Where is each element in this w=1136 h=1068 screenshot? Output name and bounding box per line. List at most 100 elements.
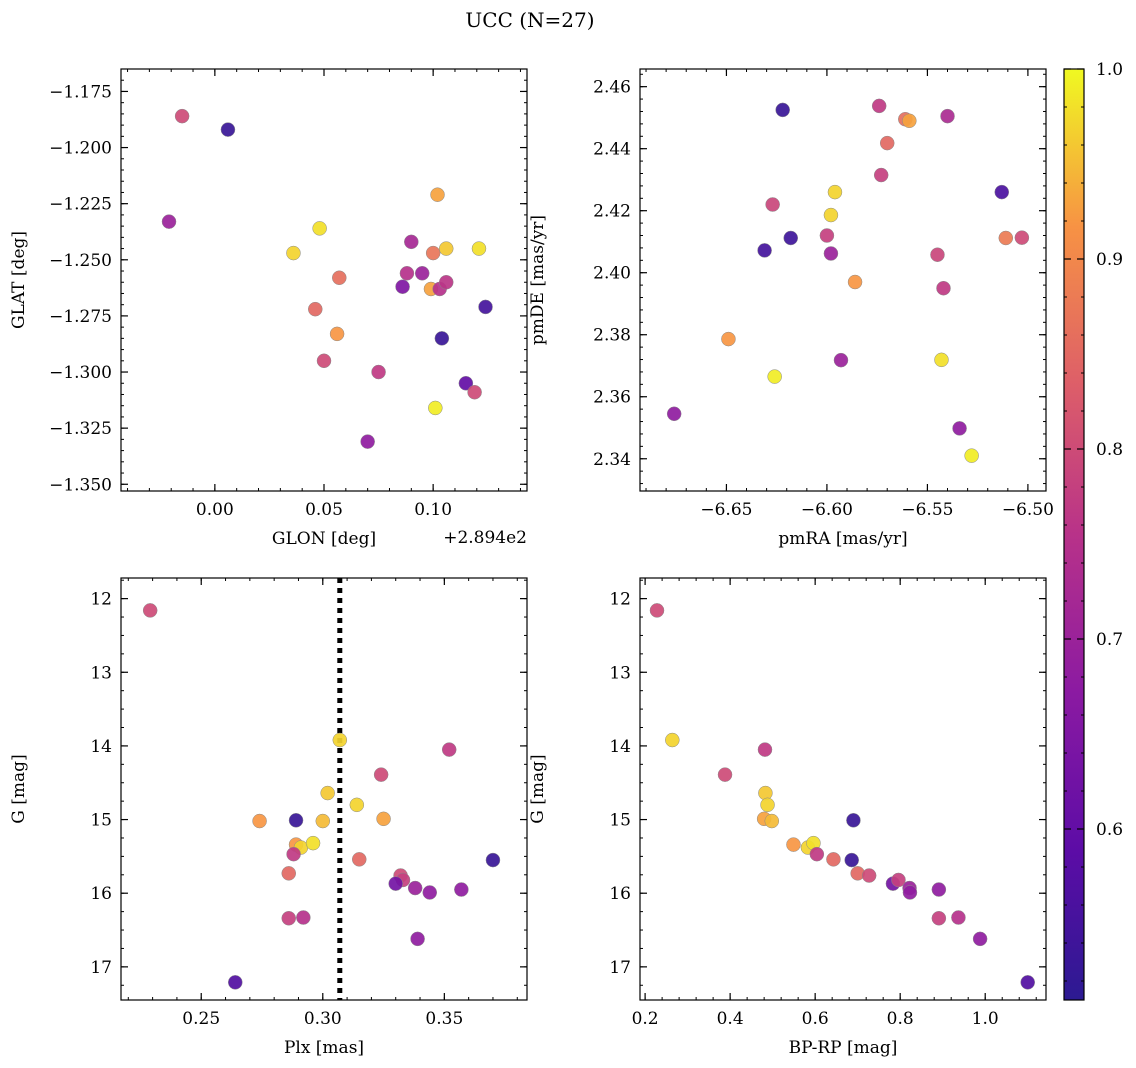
x-offset-text: +2.894e2 <box>443 528 527 548</box>
axes-frame <box>639 577 1047 1001</box>
data-point <box>414 266 430 281</box>
axes-frame <box>639 68 1047 492</box>
x-tick-label: 0.2 <box>632 1009 659 1029</box>
data-point <box>174 108 190 124</box>
data-point <box>826 852 841 867</box>
x-axis-label: pmRA [mas/yr] <box>778 529 907 549</box>
x-tick-label: 0.6 <box>802 1009 829 1029</box>
data-point <box>649 603 665 618</box>
data-point <box>428 400 443 416</box>
y-tick-label: 14 <box>609 737 631 757</box>
data-point <box>951 910 966 925</box>
y-tick-label: −1.325 <box>49 419 112 439</box>
x-tick-label: 0.30 <box>304 1009 342 1029</box>
data-point <box>994 184 1010 200</box>
data-point <box>478 299 493 315</box>
data-point <box>422 885 438 900</box>
data-point <box>388 876 403 891</box>
data-point <box>228 975 243 990</box>
data-point <box>430 187 445 202</box>
y-tick-label: −1.200 <box>49 139 112 159</box>
data-point <box>783 230 798 246</box>
y-tick-label: 14 <box>90 737 112 757</box>
data-point <box>972 931 988 947</box>
data-point <box>332 270 347 286</box>
data-point <box>376 811 391 827</box>
y-tick-label: 17 <box>90 958 112 978</box>
data-point <box>410 931 425 947</box>
data-point <box>823 246 839 261</box>
data-point <box>721 331 736 347</box>
axes-frame <box>120 577 528 1001</box>
panel-top-left: 0.00 0.05 0.10 −1.175 −1.200 −1.225 −1.250 −1.2… <box>9 68 528 549</box>
data-point <box>349 797 365 813</box>
colorbar: 0.6 0.7 0.8 0.9 1.0 <box>1063 60 1123 1001</box>
data-point <box>757 742 773 757</box>
data-point <box>952 421 967 436</box>
y-tick-label: 15 <box>90 811 112 831</box>
y-tick-label: 13 <box>90 663 112 683</box>
data-point <box>286 846 301 862</box>
data-point <box>281 911 296 926</box>
x-tick-label: 0.05 <box>305 500 343 520</box>
data-point <box>458 376 474 391</box>
data-point <box>220 122 236 137</box>
y-axis-label: pmDE [mas/yr] <box>528 215 548 345</box>
data-point <box>767 369 782 384</box>
panel-top-right: −6.65 −6.60 −6.55 −6.50 2.34 2.36 2.38 2.40 2.42… <box>528 68 1054 549</box>
colorbar-tick-label: 0.9 <box>1096 250 1123 270</box>
y-tick-label: −1.250 <box>49 251 112 271</box>
data-point <box>407 880 423 896</box>
data-point <box>786 837 801 852</box>
data-point <box>833 352 849 368</box>
x-tick-label: −6.55 <box>901 500 953 520</box>
data-point <box>819 228 835 243</box>
data-point <box>1020 975 1035 990</box>
y-tick-label: 2.40 <box>593 264 631 284</box>
x-tick-label: −6.60 <box>801 500 853 520</box>
data-point <box>717 767 733 782</box>
y-tick-label: 12 <box>90 590 112 610</box>
data-point <box>142 603 158 618</box>
y-tick-label: −1.275 <box>49 307 112 327</box>
data-point <box>305 835 321 851</box>
colorbar-tick-label: 0.8 <box>1096 440 1123 460</box>
data-point <box>467 384 482 400</box>
data-point <box>485 852 501 868</box>
data-point <box>288 813 304 828</box>
data-point <box>847 274 863 290</box>
data-point <box>846 813 861 828</box>
data-point <box>931 911 947 926</box>
data-point <box>312 221 327 236</box>
panel-bottom-left: 0.25 0.30 0.35 12 13 14 15 16 17 Plx [mas] G [mag] <box>9 577 528 1058</box>
x-tick-label: 0.00 <box>196 500 234 520</box>
data-point <box>827 184 843 200</box>
y-tick-label: 2.36 <box>593 388 631 408</box>
x-tick-label: 0.8 <box>887 1009 914 1029</box>
x-axis-label: GLON [deg] <box>272 529 376 549</box>
y-tick-label: 2.34 <box>593 450 631 470</box>
y-tick-label: 2.46 <box>593 78 631 98</box>
data-point <box>296 910 311 925</box>
y-tick-label: −1.350 <box>49 475 112 495</box>
panel-bottom-right: 0.2 0.4 0.6 0.8 1.0 12 13 14 15 16 17 BP-RP [mag] G … <box>528 577 1047 1058</box>
data-point <box>930 247 945 262</box>
data-point <box>666 406 682 422</box>
colorbar-tick-label: 0.6 <box>1096 820 1123 840</box>
data-point <box>360 434 375 449</box>
y-tick-label: 12 <box>609 590 631 610</box>
data-point <box>252 813 267 829</box>
data-point <box>441 742 457 757</box>
data-point <box>425 245 441 261</box>
data-point <box>902 885 918 900</box>
y-tick-label: 2.42 <box>593 202 631 222</box>
data-point <box>844 852 859 868</box>
x-tick-label: 0.35 <box>425 1009 463 1029</box>
data-point <box>332 732 348 748</box>
data-point <box>404 234 419 250</box>
data-point <box>764 813 780 829</box>
figure-title: UCC (N=27) <box>465 8 594 32</box>
data-point <box>438 274 454 290</box>
y-tick-label: −1.225 <box>49 195 112 215</box>
